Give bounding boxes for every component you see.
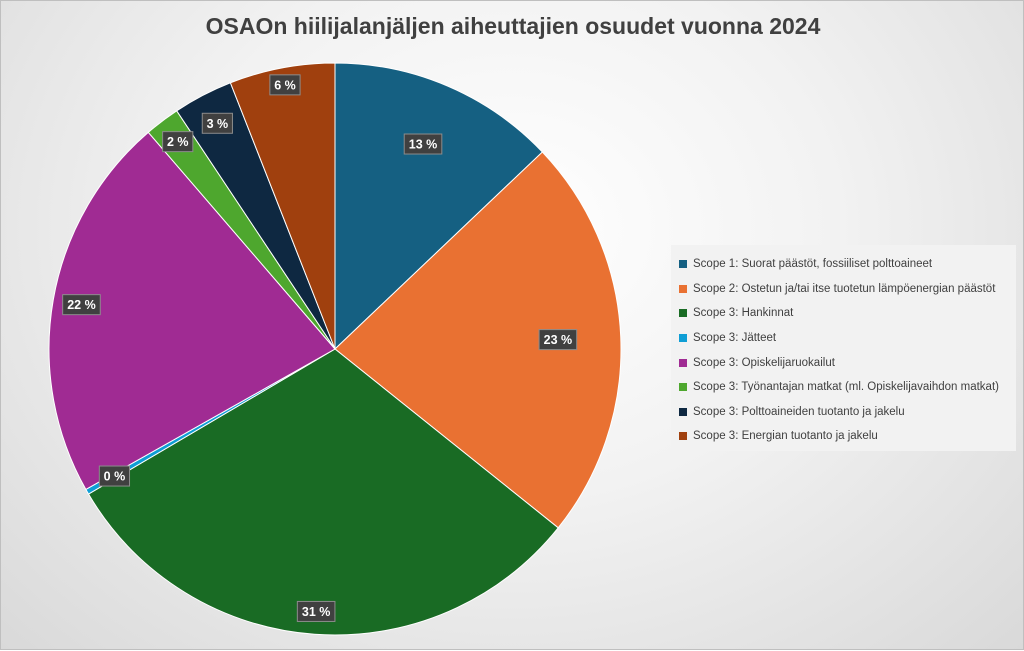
- data-label-text: 31 %: [302, 605, 331, 619]
- pie-slice: [334, 62, 544, 351]
- pie-slice: [334, 151, 622, 529]
- legend-item: Scope 3: Opiskelijaruokailut: [679, 350, 1016, 375]
- legend-label: Scope 3: Energian tuotanto ja jakelu: [693, 430, 878, 443]
- legend-label: Scope 3: Hankinnat: [693, 307, 794, 320]
- legend-item: Scope 3: Hankinnat: [679, 301, 1016, 326]
- data-label-box: [162, 131, 194, 153]
- legend-swatch: [679, 309, 687, 318]
- legend-swatch: [679, 284, 687, 293]
- data-label: 23 %: [538, 329, 578, 351]
- legend-label: Scope 3: Opiskelijaruokailut: [693, 356, 835, 369]
- legend-label: Scope 1: Suorat päästöt, fossiiliset pol…: [693, 258, 933, 271]
- data-label: 13 %: [403, 133, 443, 155]
- legend-label: Scope 3: Polttoaineiden tuotanto ja jake…: [693, 405, 905, 418]
- data-label-text: 6 %: [274, 78, 296, 92]
- legend-swatch: [679, 407, 687, 416]
- data-label-box: [538, 329, 578, 351]
- legend-swatch: [679, 383, 687, 392]
- legend-item: Scope 3: Energian tuotanto ja jakelu: [679, 424, 1016, 449]
- legend-label: Scope 2: Ostetun ja/tai itse tuotetun lä…: [693, 282, 996, 295]
- data-label-text: 2 %: [167, 135, 189, 149]
- data-label-box: [296, 600, 336, 622]
- pie-slice: [229, 62, 336, 350]
- data-label: 31 %: [296, 600, 336, 622]
- legend-item: Scope 3: Jätteet: [679, 326, 1016, 351]
- data-label: 22 %: [62, 294, 101, 316]
- chart-title: OSAOn hiilijalanjäljen aiheuttajien osuu…: [205, 13, 821, 39]
- data-label-box: [403, 133, 443, 155]
- chart-legend: Scope 1: Suorat päästöt, fossiiliset pol…: [671, 245, 1016, 451]
- legend-swatch: [679, 432, 687, 441]
- data-label: 0 %: [98, 465, 131, 487]
- data-label: 6 %: [269, 74, 301, 96]
- data-label-box: [62, 294, 101, 316]
- data-label-box: [98, 465, 131, 487]
- data-label-box: [201, 112, 233, 134]
- data-label: 2 %: [162, 131, 194, 153]
- data-label-text: 0 %: [104, 470, 126, 484]
- legend-label: Scope 3: Jätteet: [693, 332, 777, 345]
- legend-item: Scope 1: Suorat päästöt, fossiiliset pol…: [679, 252, 1016, 277]
- legend-item: Scope 3: Työnantajan matkat (ml. Opiskel…: [679, 375, 1016, 400]
- legend-item: Scope 3: Polttoaineiden tuotanto ja jake…: [679, 400, 1016, 425]
- legend-swatch: [679, 358, 687, 367]
- data-label-text: 23 %: [544, 333, 573, 347]
- data-label: 3 %: [201, 112, 233, 134]
- legend-swatch: [679, 260, 687, 269]
- legend-swatch: [679, 334, 687, 343]
- pie-slice: [87, 348, 559, 636]
- data-label-box: [269, 74, 301, 96]
- data-label-text: 13 %: [409, 138, 438, 152]
- data-label-text: 3 %: [207, 117, 229, 131]
- pie-slice: [48, 131, 336, 491]
- data-label-text: 22 %: [67, 298, 96, 312]
- legend-label: Scope 3: Työnantajan matkat (ml. Opiskel…: [693, 381, 999, 394]
- legend-item: Scope 2: Ostetun ja/tai itse tuotetun lä…: [679, 277, 1016, 302]
